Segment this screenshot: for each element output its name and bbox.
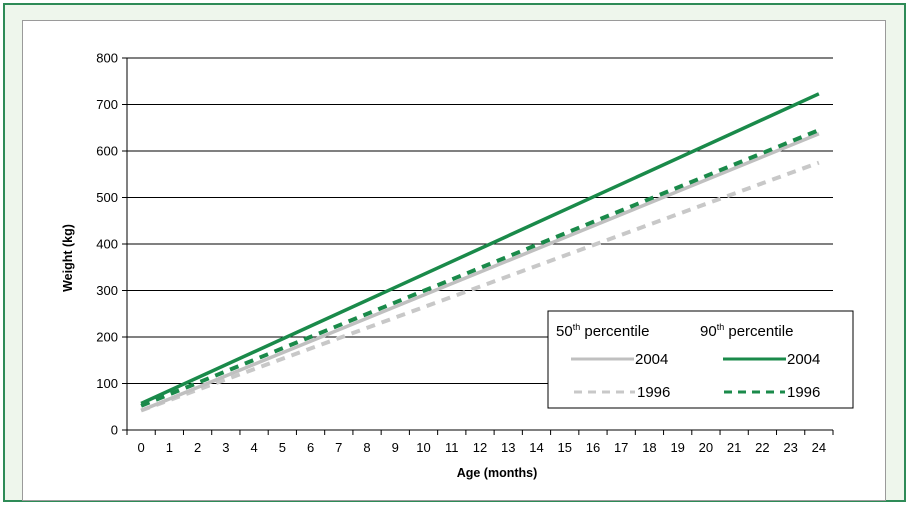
x-tick-label: 23 <box>783 440 797 455</box>
x-tick-label: 9 <box>392 440 399 455</box>
x-tick-label: 19 <box>670 440 684 455</box>
legend-group-90th: 90th percentile <box>700 322 793 340</box>
legend-group-50th-number: 50 <box>556 323 573 340</box>
gridlines <box>127 57 833 384</box>
x-tick-label: 14 <box>529 440 543 455</box>
x-tick-label: 4 <box>250 440 257 455</box>
x-tick-label: 18 <box>642 440 656 455</box>
legend-label-50th-2004: 2004 <box>635 351 668 368</box>
y-tick-label: 300 <box>96 283 118 298</box>
figure-frame: 0 100 200 300 400 500 600 700 800 0 1 2 3 4 5 6 7 8 9 10 11… <box>3 3 906 502</box>
axes <box>122 57 834 435</box>
x-tick-label: 7 <box>335 440 342 455</box>
legend-label-90th-1996: 1996 <box>787 384 820 401</box>
x-tick-label: 15 <box>557 440 571 455</box>
legend-label-90th-2004: 2004 <box>787 351 820 368</box>
y-axis-title: Weight (kg) <box>61 224 75 292</box>
x-tick-label: 0 <box>138 440 145 455</box>
series-line-50th-percentile-2004 <box>140 132 820 413</box>
legend-group-90th-label: percentile <box>724 323 793 340</box>
y-tick-label: 500 <box>96 190 118 205</box>
x-tick-label: 11 <box>445 440 459 455</box>
x-tick-label: 8 <box>363 440 370 455</box>
y-tick-label: 800 <box>96 51 118 66</box>
x-tick-labels: 0 1 2 3 4 5 6 7 8 9 10 11 12 13 14 15 16 17 18 19 20 21 22 23 24 <box>138 440 827 455</box>
y-tick-label: 0 <box>111 423 118 438</box>
legend-group-90th-sup: th <box>717 322 725 332</box>
legend-group-50th: 50th percentile <box>556 322 649 340</box>
x-tick-label: 24 <box>812 440 826 455</box>
x-tick-label: 3 <box>222 440 229 455</box>
series-line-50th-percentile-1996 <box>140 160 820 413</box>
y-tick-label: 200 <box>96 330 118 345</box>
x-tick-label: 22 <box>755 440 769 455</box>
y-tick-label: 700 <box>96 97 118 112</box>
legend-group-90th-number: 90 <box>700 323 717 340</box>
legend-group-50th-sup: th <box>573 322 581 332</box>
legend-group-50th-label: percentile <box>580 323 649 340</box>
series-line-90th-percentile-1996 <box>140 128 820 408</box>
y-tick-label: 100 <box>96 376 118 391</box>
y-tick-label: 400 <box>96 237 118 252</box>
x-tick-label: 2 <box>194 440 201 455</box>
y-tick-labels: 0 100 200 300 400 500 600 700 800 <box>96 51 118 438</box>
x-tick-label: 12 <box>473 440 487 455</box>
x-tick-label: 16 <box>586 440 600 455</box>
x-tick-label: 21 <box>727 440 741 455</box>
series-lines <box>140 92 820 413</box>
legend: 50th percentile 90th percentile 2004 200… <box>547 310 854 409</box>
x-tick-label: 6 <box>307 440 314 455</box>
chart-area: 0 100 200 300 400 500 600 700 800 0 1 2 3 4 5 6 7 8 9 10 11… <box>22 20 886 501</box>
x-tick-label: 20 <box>699 440 713 455</box>
x-tick-label: 5 <box>279 440 286 455</box>
series-line-90th-percentile-2004 <box>140 92 820 406</box>
x-tick-label: 1 <box>166 440 173 455</box>
x-tick-label: 10 <box>416 440 430 455</box>
legend-label-50th-1996: 1996 <box>637 384 670 401</box>
x-tick-label: 17 <box>614 440 628 455</box>
y-tick-label: 600 <box>96 144 118 159</box>
x-tick-label: 13 <box>501 440 515 455</box>
x-axis-title: Age (months) <box>457 466 538 480</box>
